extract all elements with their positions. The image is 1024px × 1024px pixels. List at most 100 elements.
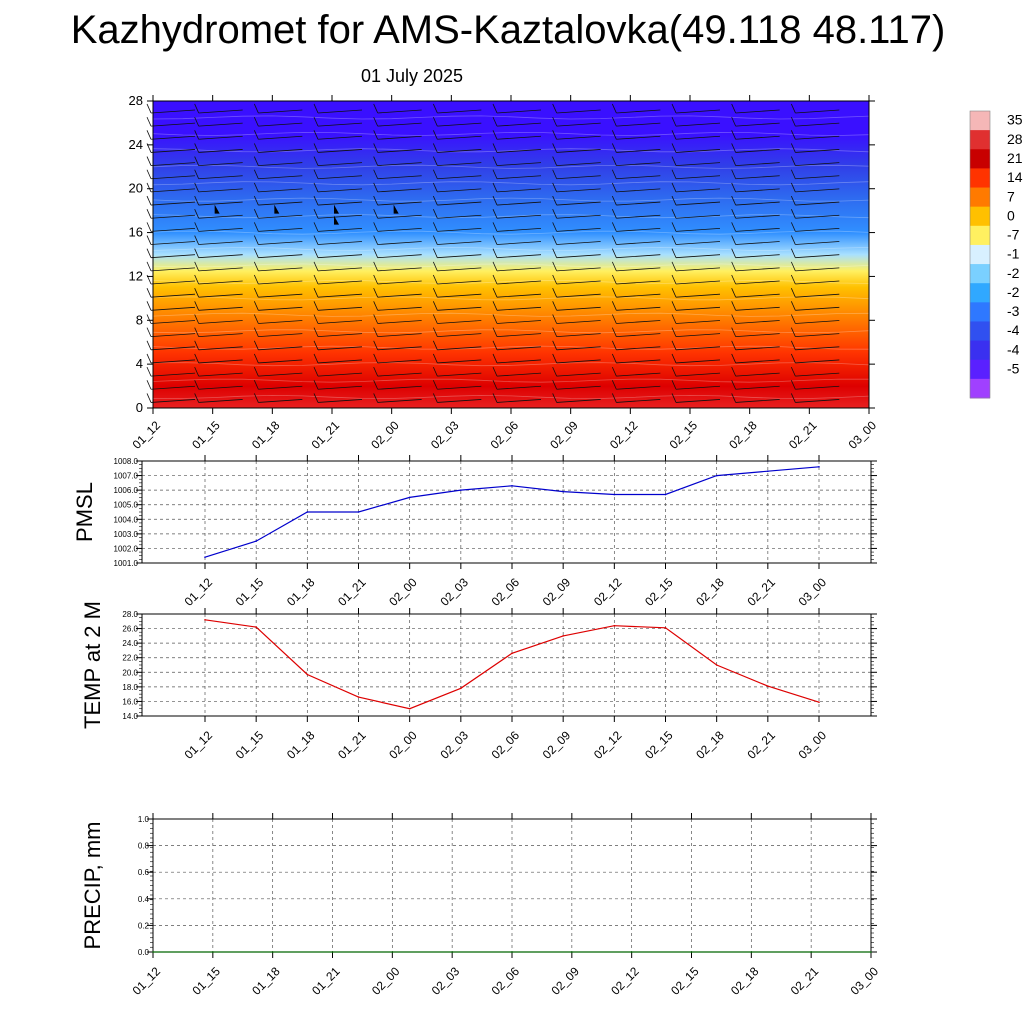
wind-barb-flag (790, 169, 796, 179)
y-axis-label: PRECIP, mm (80, 822, 105, 950)
x-tick-label: 02_21 (744, 575, 778, 609)
wind-barb-flag (731, 393, 737, 403)
wind-barb-flag (611, 169, 617, 179)
wind-barb-flag (432, 274, 438, 285)
wind-barb-flag (313, 222, 319, 232)
wind-barb (735, 359, 780, 364)
wind-barb (198, 149, 243, 153)
wind-barb (675, 372, 721, 377)
wind-barb (675, 385, 721, 390)
data-point (818, 466, 820, 468)
wind-barb (437, 227, 482, 232)
colorbar-swatch (970, 111, 990, 131)
wind-barb (150, 109, 196, 114)
wind-barb (795, 385, 840, 390)
wind-barb-flag (790, 143, 796, 153)
y-tick-label: 28 (129, 93, 143, 108)
wind-barb (317, 333, 363, 338)
wind-barb-flag (253, 116, 259, 127)
wind-barb (258, 280, 303, 285)
heatmap-field (153, 101, 869, 408)
wind-barb (675, 293, 721, 298)
wind-barb-flag (790, 222, 796, 232)
x-tick-label: 03_00 (848, 964, 882, 998)
wind-barb (377, 254, 422, 259)
wind-barb-flag (731, 274, 737, 285)
wind-barb-flag (671, 288, 677, 298)
wind-barb (496, 385, 542, 390)
wind-barb-flag (492, 222, 498, 232)
y-tick-label: 18.0 (122, 683, 138, 692)
wind-barb-flag (731, 288, 737, 298)
colorbar-swatch (970, 187, 990, 208)
wind-barb-flag (790, 195, 796, 206)
wind-barb (377, 359, 422, 364)
wind-barb (198, 385, 243, 390)
temp-2m-line-chart: 14.0 16.0 18.0 20.0 22.0 24.0 26.0 28.0 01_12 01_… (80, 601, 877, 762)
wind-barb-flag (611, 116, 617, 127)
wind-barb-flag (552, 235, 558, 245)
wind-barb-flag (253, 314, 259, 324)
wind-barb (795, 320, 840, 324)
wind-barb-flag (194, 274, 200, 285)
wind-barb-flag (552, 301, 558, 311)
wind-barb (496, 306, 542, 311)
wind-barb-flag (253, 248, 259, 258)
wind-barb-flag (313, 209, 319, 219)
x-tick-label: 02_06 (489, 575, 523, 609)
wind-barb (616, 359, 661, 364)
wind-barb (150, 149, 196, 153)
wind-barb (437, 122, 482, 127)
wind-barb (258, 135, 303, 140)
wind-barb (150, 227, 196, 232)
y-tick-label: 0.4 (138, 895, 150, 904)
wind-barb (735, 306, 780, 311)
x-tick-label: 02_00 (386, 728, 420, 762)
wind-barb-flag (611, 327, 617, 337)
x-tick-label: 01_12 (182, 728, 216, 762)
wind-barb-flag (373, 116, 379, 127)
data-point (715, 664, 718, 666)
wind-barb (258, 372, 303, 377)
wind-barb-flag (432, 222, 438, 232)
wind-barb (317, 254, 363, 259)
wind-barb (258, 306, 303, 311)
wind-barb (150, 333, 196, 338)
wind-barb-flag (492, 209, 498, 219)
wind-barb-flag (432, 288, 438, 298)
wind-barb (437, 201, 482, 206)
wind-barb (150, 267, 196, 272)
wind-barb-flag (194, 130, 200, 140)
wind-barb-flag (146, 248, 152, 258)
wind-barb (556, 135, 601, 140)
wind-barb-flag (552, 103, 558, 114)
wind-barb (616, 346, 661, 351)
wind-barb-flag (790, 209, 796, 219)
wind-barb (258, 227, 303, 232)
wind-barb (198, 280, 243, 285)
data-point (460, 687, 462, 690)
wind-barb (198, 135, 243, 140)
data-point (613, 624, 616, 627)
wind-barb (556, 214, 601, 219)
wind-barb-flag (432, 314, 438, 324)
wind-barb-flag (731, 301, 737, 311)
wind-barb-flag (146, 222, 152, 232)
wind-barb-flag (146, 393, 152, 403)
wind-barb-flag (731, 116, 737, 127)
wind-barb-flag (313, 195, 319, 206)
wind-barb-flag (492, 380, 498, 390)
isotherm-line (152, 329, 870, 334)
wind-barb-flag (552, 366, 558, 377)
wind-barb (735, 320, 780, 324)
wind-barb (675, 214, 721, 219)
wind-barb (496, 162, 542, 166)
wind-barb-flag (313, 288, 319, 298)
colorbar-label: -4 (1007, 341, 1020, 357)
wind-barb (317, 241, 363, 245)
wind-barb-flag (611, 340, 617, 350)
wind-barb (556, 175, 601, 180)
wind-barb (258, 175, 303, 180)
colorbar-swatch (970, 359, 990, 380)
wind-barb-flag (671, 130, 677, 140)
